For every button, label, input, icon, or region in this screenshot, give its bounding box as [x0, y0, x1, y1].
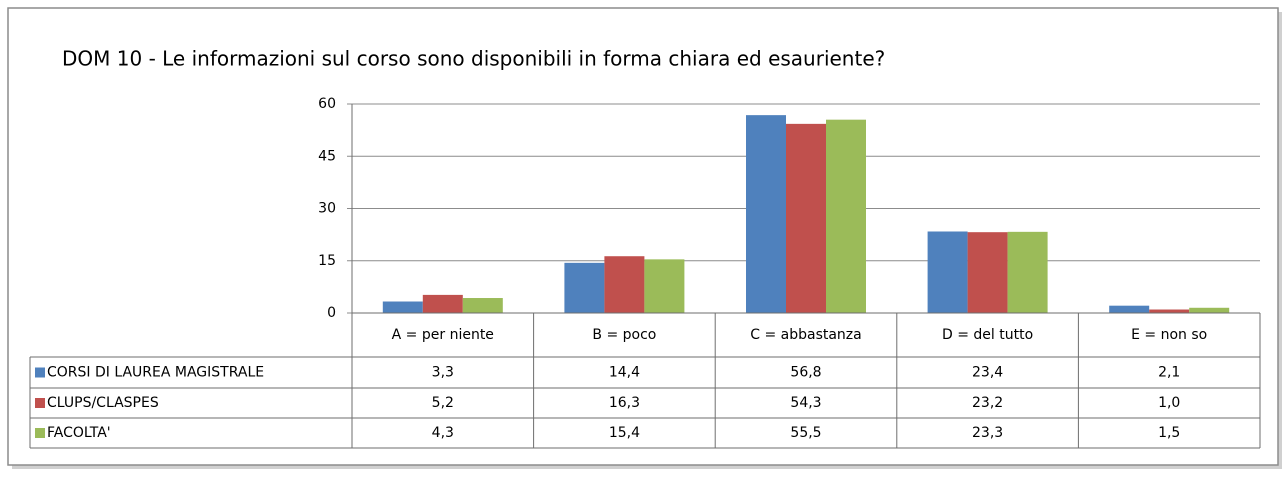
- x-tick-label: A = per niente: [392, 327, 494, 343]
- y-tick-label: 30: [318, 201, 336, 217]
- bar: [422, 294, 463, 313]
- table-value: 23,2: [972, 395, 1003, 411]
- table-value: 23,3: [972, 425, 1003, 441]
- bar: [746, 115, 786, 313]
- legend-label: CLUPS/CLASPES: [47, 395, 159, 411]
- bar: [1007, 231, 1048, 313]
- table-value: 1,5: [1158, 425, 1180, 441]
- table-value: 4,3: [432, 425, 454, 441]
- chart-title: DOM 10 - Le informazioni sul corso sono …: [62, 47, 885, 71]
- legend-key: [35, 428, 45, 438]
- bar: [382, 301, 423, 313]
- bar: [462, 298, 503, 313]
- table-value: 15,4: [609, 425, 640, 441]
- y-tick-label: 15: [318, 253, 336, 269]
- table-value: 14,4: [609, 365, 640, 381]
- bar: [1149, 309, 1190, 313]
- table-value: 54,3: [790, 395, 821, 411]
- x-tick-label: C = abbastanza: [750, 327, 862, 343]
- bar: [644, 259, 685, 313]
- bar: [967, 232, 1008, 313]
- bar: [1109, 305, 1150, 313]
- legend-label: CORSI DI LAUREA MAGISTRALE: [47, 365, 264, 381]
- frame: [7, 7, 1279, 466]
- bar: [826, 119, 866, 313]
- y-tick-label: 45: [318, 148, 336, 164]
- y-tick-label: 60: [318, 96, 336, 112]
- table-value: 1,0: [1158, 395, 1180, 411]
- x-tick-label: B = poco: [592, 327, 656, 343]
- y-tick-label: 0: [327, 305, 336, 321]
- bar: [564, 262, 605, 313]
- bar: [927, 231, 968, 313]
- table-value: 56,8: [790, 365, 821, 381]
- bar: [786, 123, 826, 313]
- x-tick-label: E = non so: [1131, 327, 1207, 343]
- legend-key: [35, 367, 45, 378]
- bar: [1189, 307, 1230, 313]
- legend-key: [35, 398, 45, 408]
- legend-label: FACOLTA': [47, 425, 111, 441]
- table-value: 5,2: [432, 395, 454, 411]
- table-value: 16,3: [609, 395, 640, 411]
- table-value: 3,3: [432, 365, 454, 381]
- table-value: 55,5: [790, 425, 821, 441]
- table-value: 2,1: [1158, 365, 1180, 381]
- bar: [604, 256, 645, 313]
- table-value: 23,4: [972, 365, 1003, 381]
- x-tick-label: D = del tutto: [942, 327, 1033, 343]
